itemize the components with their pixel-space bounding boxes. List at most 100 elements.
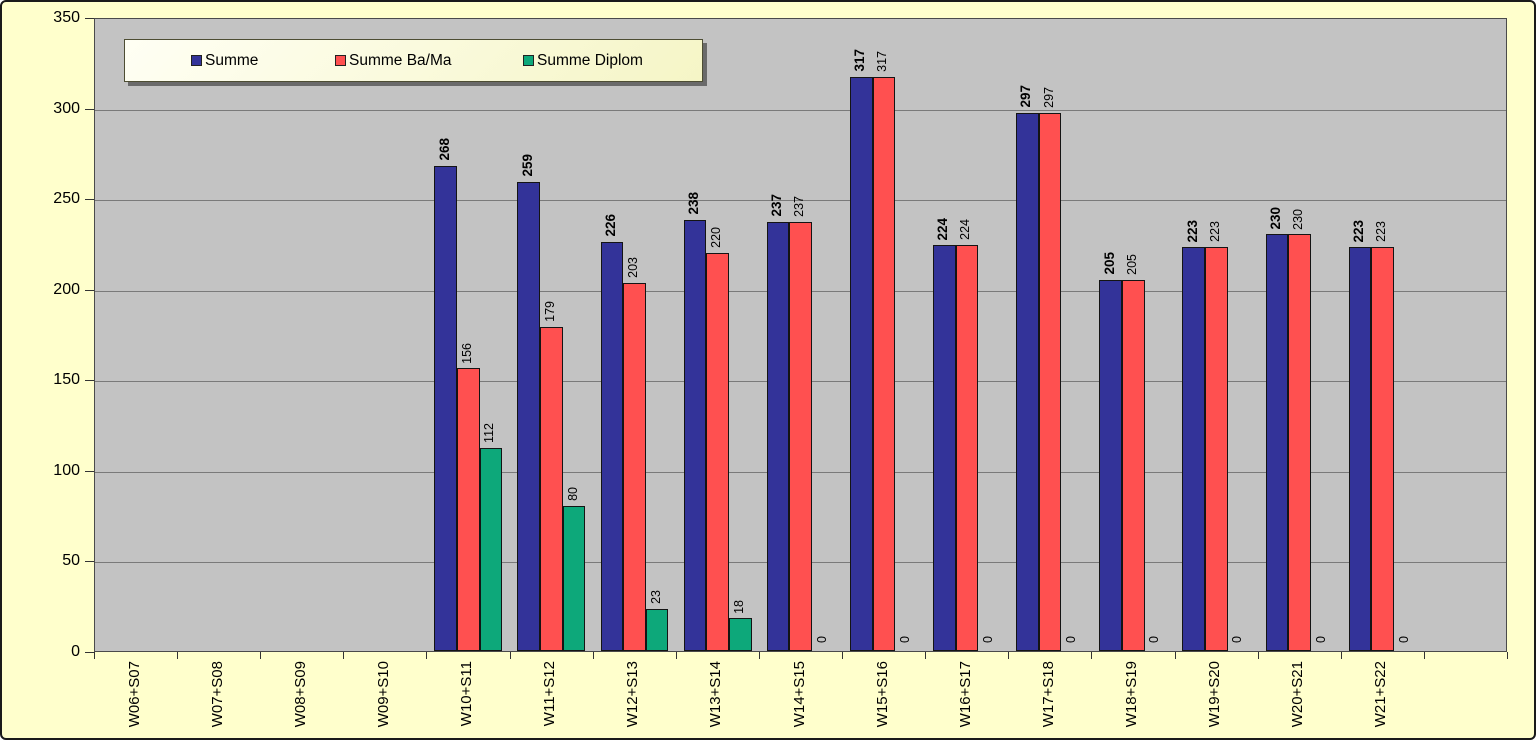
x-tick <box>592 652 594 659</box>
y-axis-label: 100 <box>53 461 80 479</box>
data-label: 112 <box>482 423 497 444</box>
bar-summe-diplom-w10-s11 <box>479 448 503 651</box>
x-tick <box>94 652 95 659</box>
data-label: 223 <box>1207 221 1222 243</box>
x-tick <box>1507 652 1508 659</box>
bar-summe-ba-ma-w18-s19 <box>1121 279 1145 651</box>
x-tick <box>675 652 677 659</box>
x-axis-label: W18+S19 <box>1122 661 1140 728</box>
x-axis-label: W09+S10 <box>374 661 392 728</box>
legend-marker-icon <box>191 55 202 66</box>
data-label: 268 <box>436 138 452 161</box>
data-label: 156 <box>459 342 474 364</box>
x-tick <box>842 652 844 659</box>
legend: Summe Summe Ba/Ma Summe Diplom <box>124 39 703 82</box>
y-axis-label: 250 <box>53 190 80 208</box>
legend-label: Summe <box>205 51 259 69</box>
x-tick <box>1174 652 1176 659</box>
data-label: 259 <box>519 154 535 177</box>
bar-summe-w21-s22 <box>1348 247 1372 651</box>
x-axis-label: W07+S08 <box>208 661 226 728</box>
data-label: 80 <box>565 487 580 502</box>
data-label: 223 <box>1184 219 1200 243</box>
y-axis-label: 300 <box>53 99 80 117</box>
y-tick <box>85 18 94 19</box>
bar-summe-w18-s19 <box>1099 279 1122 651</box>
bar-summe-ba-ma-w16-s17 <box>955 245 979 651</box>
bar-summe-ba-ma-w21-s22 <box>1371 247 1394 651</box>
bar-summe-w17-s18 <box>1016 113 1039 651</box>
data-label: 0 <box>1147 636 1162 643</box>
x-axis-label: W13+S14 <box>707 661 725 728</box>
x-axis-label: W06+S07 <box>125 661 143 728</box>
y-tick <box>85 652 94 653</box>
bar-summe-w20-s21 <box>1265 234 1289 651</box>
data-label: 297 <box>1018 85 1034 109</box>
data-label: 220 <box>709 226 724 248</box>
bar-summe-ba-ma-w12-s13 <box>623 283 646 651</box>
bar-summe-w16-s17 <box>933 245 956 651</box>
legend-item-summe: Summe <box>191 40 258 81</box>
x-tick <box>758 652 760 659</box>
data-label: 238 <box>686 192 702 215</box>
x-tick <box>925 652 927 659</box>
data-label: 226 <box>602 214 618 237</box>
y-axis-label: 0 <box>71 643 80 660</box>
data-label: 18 <box>731 599 746 614</box>
x-axis-label: W20+S21 <box>1289 661 1307 728</box>
x-tick <box>509 652 511 659</box>
x-tick <box>1091 652 1093 659</box>
x-axis-label: W17+S18 <box>1039 661 1057 728</box>
data-label: 0 <box>981 636 996 643</box>
legend-label: Summe Diplom <box>537 51 643 69</box>
bar-summe-ba-ma-w11-s12 <box>540 326 563 651</box>
bar-summe-ba-ma-w14-s15 <box>789 221 813 651</box>
plot-area: 268 156 112 259 179 80 226 203 23 238 220 18 237 237 0… <box>94 18 1507 652</box>
gridline-250 <box>95 200 1506 202</box>
y-tick <box>85 561 94 563</box>
x-axis-label: W14+S15 <box>790 661 808 728</box>
x-axis-label: W12+S13 <box>624 661 642 728</box>
x-tick <box>177 652 179 659</box>
bar-summe-w19-s20 <box>1182 247 1206 651</box>
data-label: 230 <box>1267 206 1283 230</box>
data-label: 297 <box>1041 87 1056 109</box>
x-axis-label: W08+S09 <box>291 661 309 728</box>
data-label: 317 <box>852 49 868 72</box>
data-label: 317 <box>875 50 890 72</box>
data-label: 237 <box>792 195 807 217</box>
bar-summe-ba-ma-w19-s20 <box>1205 247 1228 651</box>
x-tick <box>426 652 428 659</box>
x-tick <box>1008 652 1010 659</box>
x-tick <box>1340 652 1342 659</box>
bar-summe-ba-ma-w13-s14 <box>706 252 729 651</box>
y-axis-label: 350 <box>53 9 80 26</box>
bar-summe-ba-ma-w17-s18 <box>1038 113 1062 651</box>
legend-marker-icon <box>523 55 534 66</box>
x-tick <box>1423 652 1425 659</box>
x-tick <box>1257 652 1259 659</box>
data-label: 224 <box>935 217 951 241</box>
y-tick <box>85 199 94 201</box>
legend-label: Summe Ba/Ma <box>349 51 452 69</box>
data-label: 223 <box>1350 219 1366 243</box>
bar-summe-w13-s14 <box>683 219 707 651</box>
y-tick <box>85 289 94 291</box>
data-label: 205 <box>1101 252 1117 275</box>
x-axis-label: W10+S11 <box>458 661 476 727</box>
bar-summe-diplom-w13-s14 <box>728 618 752 651</box>
bar-summe-diplom-w11-s12 <box>562 506 586 651</box>
x-axis-label: W16+S17 <box>956 661 974 728</box>
y-tick <box>85 470 94 472</box>
data-label: 0 <box>1313 636 1328 643</box>
data-label: 0 <box>897 636 912 643</box>
data-label: 237 <box>769 194 785 217</box>
x-axis-label: W11+S12 <box>541 661 559 727</box>
legend-item-summe-diplom: Summe Diplom <box>523 40 643 81</box>
y-axis-label: 150 <box>53 371 80 389</box>
legend-item-summe-ba-ma: Summe Ba/Ma <box>335 40 452 81</box>
y-tick <box>85 380 94 382</box>
bar-summe-ba-ma-w15-s16 <box>872 76 896 651</box>
data-label: 223 <box>1374 221 1389 243</box>
